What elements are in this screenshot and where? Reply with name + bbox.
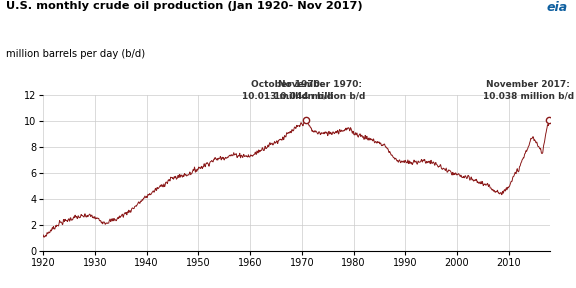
Text: November 2017:
10.038 million b/d: November 2017: 10.038 million b/d — [483, 80, 574, 101]
Text: eia: eia — [546, 1, 567, 14]
Text: million barrels per day (b/d): million barrels per day (b/d) — [6, 49, 145, 59]
Text: November 1970:
10.044 million b/d: November 1970: 10.044 million b/d — [274, 80, 366, 101]
Text: U.S. monthly crude oil production (Jan 1920- Nov 2017): U.S. monthly crude oil production (Jan 1… — [6, 1, 362, 12]
Text: October 1970:
10.013 million b/d: October 1970: 10.013 million b/d — [242, 80, 333, 101]
